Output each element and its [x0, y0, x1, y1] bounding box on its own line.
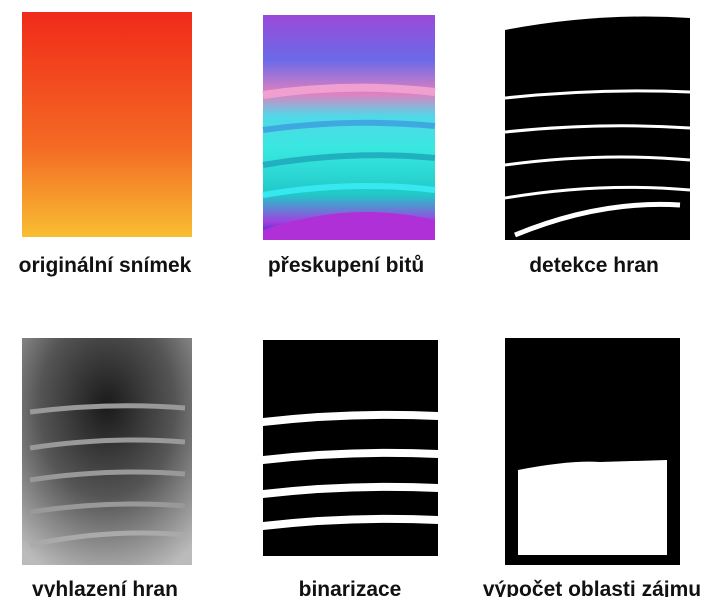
bit-regrouping-image [263, 15, 435, 240]
original-image [22, 12, 192, 237]
edge-detection-image [505, 17, 690, 241]
panel-label: detekce hran [529, 254, 659, 277]
panel-label: přeskupení bitů [268, 254, 424, 277]
region-of-interest-image [505, 338, 680, 565]
panel-label: výpočet oblasti zájmu [483, 578, 701, 597]
panel-label: binarizace [299, 578, 402, 597]
panel-label: originální snímek [19, 254, 192, 277]
panel-label: vyhlazení hran [32, 578, 178, 597]
smoothed-edges-image [22, 338, 192, 565]
binarization-image [263, 340, 438, 565]
figure: originální snímek přeskupení bitů detekc… [0, 0, 711, 597]
